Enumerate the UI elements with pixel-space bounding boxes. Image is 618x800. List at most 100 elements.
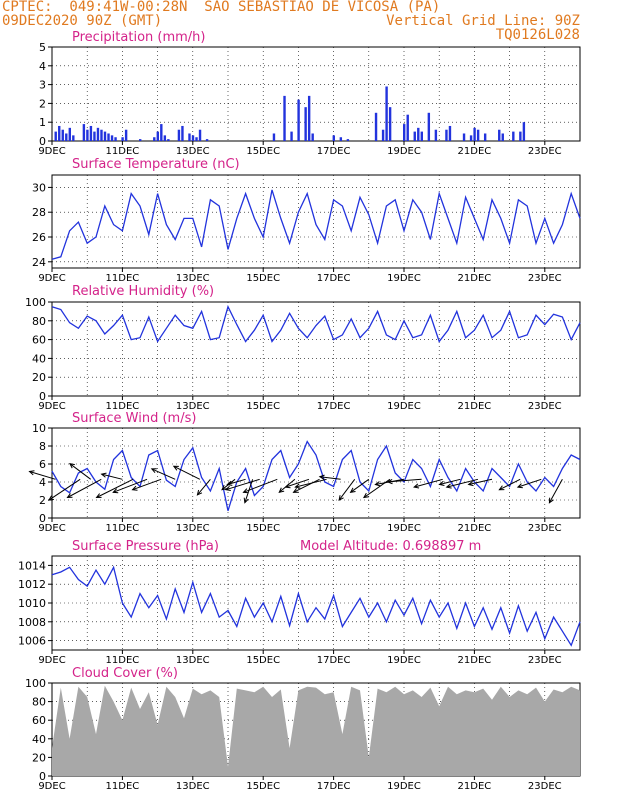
precip-bar xyxy=(512,131,515,141)
x-tick-label: 23DEC xyxy=(528,781,562,792)
precip-bar xyxy=(413,131,416,141)
x-tick-label: 23DEC xyxy=(528,655,562,666)
cloud-area xyxy=(52,685,580,776)
y-tick-label: 24 xyxy=(32,256,46,269)
wind-arrow-head xyxy=(413,483,420,489)
precip-bar xyxy=(121,137,124,141)
precip-bar xyxy=(374,112,378,141)
precip-bar xyxy=(163,135,167,141)
y-tick-label: 40 xyxy=(32,352,46,365)
wind-arrow-head xyxy=(294,483,301,489)
panel-5 xyxy=(48,682,581,780)
precip-bar xyxy=(434,129,438,141)
y-tick-label: 1010 xyxy=(18,597,46,610)
x-tick-label: 13DEC xyxy=(176,781,210,792)
precip-bar xyxy=(139,139,142,141)
x-tick-label: 9DEC xyxy=(38,655,65,666)
x-tick-label: 17DEC xyxy=(317,655,351,666)
wind-arrow-head xyxy=(226,480,233,486)
x-tick-label: 11DEC xyxy=(106,146,140,157)
precip-bar xyxy=(191,135,195,141)
precip-bar xyxy=(103,131,107,141)
y-tick-label: 6 xyxy=(39,458,46,471)
wind-arrow-head xyxy=(362,492,369,499)
precip-bar xyxy=(167,139,170,141)
wind-arrow xyxy=(244,479,254,503)
series-line xyxy=(51,440,581,511)
x-tick-label: 19DEC xyxy=(387,523,421,534)
y-tick-label: 100 xyxy=(25,677,46,690)
precip-bar xyxy=(89,125,93,141)
precip-bar xyxy=(332,135,335,141)
wind-arrow xyxy=(517,478,542,488)
x-tick-label: 19DEC xyxy=(387,401,421,412)
precip-bar xyxy=(290,131,293,141)
precip-bar xyxy=(283,95,286,141)
wind-arrow-head xyxy=(242,488,249,494)
precip-bar xyxy=(417,127,420,141)
wind-arrow-head xyxy=(150,468,157,474)
precip-bar xyxy=(445,129,448,141)
wind-arrow xyxy=(468,478,493,485)
wind-arrow xyxy=(293,478,320,493)
wind-arrow-head xyxy=(438,480,445,487)
wind-arrow xyxy=(48,478,81,501)
series-line xyxy=(51,304,581,343)
x-tick-label: 9DEC xyxy=(38,523,65,534)
x-tick-label: 19DEC xyxy=(387,655,421,666)
y-tick-label: 5 xyxy=(39,41,46,54)
precip-bar xyxy=(339,137,343,141)
precip-bar xyxy=(100,129,103,141)
wind-arrow-head xyxy=(516,483,523,489)
precip-bar xyxy=(498,129,501,141)
series-line xyxy=(51,189,581,260)
wind-arrow xyxy=(350,478,370,493)
panel-title: Relative Humidity (%) xyxy=(72,284,214,299)
precip-bar xyxy=(181,125,184,141)
y-tick-label: 1014 xyxy=(18,559,46,572)
panel-2 xyxy=(48,301,581,400)
precip-bar xyxy=(93,131,96,141)
x-tick-label: 15DEC xyxy=(246,146,280,157)
precip-bar xyxy=(65,133,68,141)
precip-bar xyxy=(522,122,526,141)
x-tick-label: 13DEC xyxy=(176,146,210,157)
precip-bar xyxy=(110,135,114,141)
y-tick-label: 0 xyxy=(39,770,46,783)
wind-arrow xyxy=(113,478,148,493)
wind-arrow xyxy=(225,478,260,491)
wind-arrow xyxy=(387,478,422,483)
x-tick-label: 11DEC xyxy=(106,401,140,412)
x-tick-label: 19DEC xyxy=(387,273,421,284)
x-tick-label: 17DEC xyxy=(317,401,351,412)
precip-bar xyxy=(188,133,191,141)
y-tick-label: 1012 xyxy=(18,578,46,591)
wind-arrow-head xyxy=(221,484,228,491)
x-tick-label: 15DEC xyxy=(246,655,280,666)
y-tick-label: 28 xyxy=(32,206,46,219)
wind-arrow xyxy=(548,479,563,503)
panel-3 xyxy=(28,427,581,522)
precip-bar xyxy=(462,133,466,141)
panel-frame xyxy=(51,301,581,397)
wind-arrow-head xyxy=(131,485,138,491)
x-tick-label: 23DEC xyxy=(528,273,562,284)
x-tick-label: 17DEC xyxy=(317,781,351,792)
series-line xyxy=(51,565,581,647)
x-tick-label: 13DEC xyxy=(176,273,210,284)
x-tick-label: 15DEC xyxy=(246,401,280,412)
precip-bar xyxy=(406,114,409,141)
x-tick-label: 17DEC xyxy=(317,523,351,534)
panel-1 xyxy=(48,174,581,272)
wind-arrow xyxy=(285,478,310,488)
wind-arrow-head xyxy=(66,493,73,499)
x-tick-label: 21DEC xyxy=(458,781,492,792)
wind-arrow xyxy=(67,478,102,498)
x-tick-label: 23DEC xyxy=(528,401,562,412)
precip-bar xyxy=(72,135,75,141)
wind-arrow xyxy=(499,478,521,491)
wind-arrow-head xyxy=(374,481,381,487)
x-tick-label: 21DEC xyxy=(458,273,492,284)
y-tick-label: 0 xyxy=(39,135,46,148)
y-tick-label: 60 xyxy=(32,334,46,347)
